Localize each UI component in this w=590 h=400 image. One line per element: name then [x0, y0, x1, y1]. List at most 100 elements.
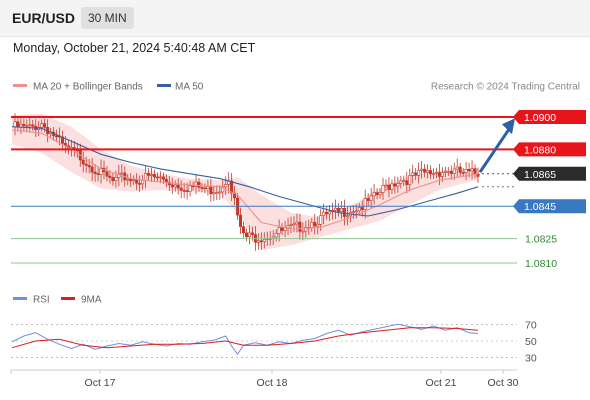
copyright-text: Research © 2024 Trading Central — [431, 82, 580, 93]
candle-body — [328, 211, 332, 215]
candle-body — [428, 170, 432, 175]
candle-body — [363, 198, 367, 210]
candle-body — [280, 227, 284, 231]
candle-body — [292, 223, 296, 226]
candle-body — [250, 232, 254, 235]
candle-body — [333, 207, 337, 211]
candle-body — [212, 192, 216, 195]
candle-body — [423, 168, 427, 173]
candle-body — [256, 240, 260, 243]
price-level-tag — [513, 142, 586, 157]
candle-body — [147, 173, 151, 176]
candle-body — [114, 177, 118, 181]
candle-body — [316, 224, 320, 227]
candle-body — [182, 190, 186, 192]
candle-body — [248, 232, 252, 238]
candle-body — [449, 171, 453, 174]
price-level-tag — [513, 199, 586, 214]
price-level-label: 1.0810 — [525, 258, 557, 270]
candle-body — [402, 180, 406, 182]
candle-body — [132, 179, 136, 182]
candle-body — [372, 192, 376, 197]
candle-body — [408, 175, 412, 185]
rsi-tick-label: 70 — [525, 319, 537, 331]
candle-body — [161, 176, 165, 180]
candle-body — [194, 181, 198, 187]
candle-body — [215, 192, 219, 194]
candle-body — [399, 180, 403, 184]
candle-body — [342, 208, 346, 217]
rsi-legend-label: RSI — [33, 295, 50, 306]
candle-body — [431, 173, 435, 175]
candle-body — [271, 236, 275, 239]
candle-body — [218, 191, 222, 194]
candle-body — [31, 124, 35, 127]
candle-body — [138, 183, 142, 185]
symbol-label: EUR/USD — [12, 10, 76, 26]
price-level-label: 1.0865 — [524, 169, 556, 181]
candle-body — [360, 207, 364, 210]
candle-body — [467, 169, 471, 172]
chart-header: EUR/USD 30 MIN — [0, 0, 590, 37]
candle-body — [446, 171, 450, 173]
candle-body — [286, 225, 290, 228]
candle-body — [87, 165, 91, 168]
candle-body — [443, 171, 447, 173]
candle-body — [405, 180, 409, 185]
x-axis-label: Oct 21 — [426, 377, 457, 389]
price-level-label: 1.0900 — [524, 112, 556, 124]
candle-body — [99, 167, 103, 175]
rsi-ma-legend-swatch — [61, 297, 75, 300]
candle-body — [43, 123, 47, 128]
candle-body — [206, 186, 210, 190]
candle-body — [197, 181, 201, 188]
candle-body — [357, 207, 361, 212]
candle-body — [274, 233, 278, 238]
candle-body — [378, 192, 382, 195]
candle-body — [153, 174, 157, 178]
candle-body — [336, 207, 340, 212]
candle-body — [304, 227, 308, 232]
candle-body — [458, 166, 462, 173]
bollinger-band — [12, 113, 478, 250]
candle-body — [387, 184, 391, 190]
candle-body — [188, 185, 192, 192]
candle-body — [224, 184, 228, 188]
candle-body — [54, 135, 58, 138]
price-level-label: 1.0880 — [524, 144, 556, 156]
candle-body — [176, 184, 180, 189]
price-plot — [11, 113, 480, 251]
x-axis-label: Oct 17 — [85, 377, 116, 389]
candle-body — [417, 170, 421, 176]
candle-body — [221, 186, 225, 193]
candle-body — [230, 180, 234, 194]
ma50-legend-swatch — [157, 84, 171, 87]
candle-body — [84, 163, 88, 166]
candle-body — [105, 171, 109, 177]
candle-body — [313, 222, 317, 227]
candle-body — [25, 125, 29, 127]
rsi-legend-swatch — [13, 297, 27, 300]
ma20-line — [11, 129, 479, 230]
timeframe-badge[interactable]: 30 MIN — [81, 7, 134, 29]
candle-body — [141, 180, 145, 185]
candle-body — [325, 211, 329, 215]
candle-body — [473, 168, 477, 175]
candle-body — [22, 124, 26, 127]
candle-body — [411, 172, 415, 176]
rsi-ma-legend-label: 9MA — [81, 295, 102, 306]
candle-body — [259, 240, 263, 243]
forecast-arrow-head — [502, 118, 515, 135]
candle-body — [245, 232, 249, 238]
candle-body — [470, 168, 474, 172]
candle-body — [345, 215, 349, 218]
candle-body — [322, 211, 326, 216]
ma50-legend-label: MA 50 — [175, 82, 204, 93]
candle-body — [452, 168, 456, 174]
candle-body — [170, 184, 174, 188]
candle-body — [126, 178, 130, 181]
candle-body — [40, 123, 44, 128]
candle-body — [310, 222, 314, 228]
candle-body — [108, 175, 112, 178]
